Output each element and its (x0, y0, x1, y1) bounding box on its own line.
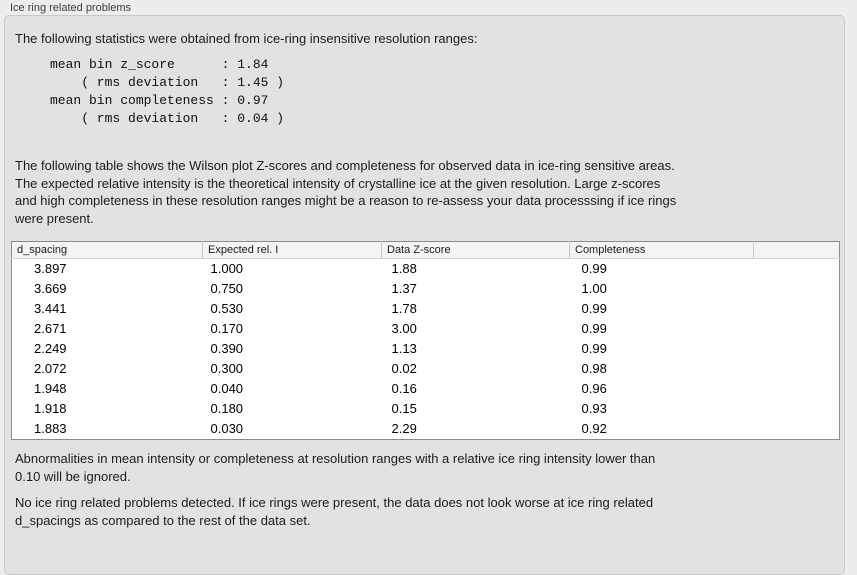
column-header-empty (753, 241, 840, 259)
column-header-d-spacing[interactable]: d_spacing (11, 241, 203, 259)
column-header-data-z-score[interactable]: Data Z-score (381, 241, 570, 259)
table-row[interactable]: 1.918 0.180 0.15 0.93 (12, 399, 840, 419)
cell-expected-rel-i: 0.030 (210, 421, 244, 436)
cell-expected-rel-i: 0.750 (210, 281, 244, 296)
cell-empty (754, 259, 840, 280)
cell-data-z-score: 1.88 (391, 261, 417, 276)
table-header-row: d_spacing Expected rel. I Data Z-score C… (11, 241, 840, 259)
cell-d-spacing: 2.249 (34, 341, 67, 356)
cell-completeness: 0.92 (581, 421, 607, 436)
cell-completeness: 0.93 (581, 401, 607, 416)
cell-expected-rel-i: 0.040 (210, 381, 244, 396)
cell-expected-rel-i: 0.300 (210, 361, 244, 376)
cell-completeness: 0.99 (581, 261, 607, 276)
cell-data-z-score: 0.02 (391, 361, 417, 376)
panel-title: Ice ring related problems (10, 2, 132, 14)
cell-d-spacing: 1.918 (34, 401, 67, 416)
stats-summary-block: mean bin z_score : 1.84 ( rms deviation … (50, 57, 285, 126)
table-row[interactable]: 2.072 0.300 0.02 0.98 (12, 359, 840, 379)
cell-d-spacing: 3.441 (34, 301, 67, 316)
cell-d-spacing: 2.072 (34, 361, 67, 376)
cell-data-z-score: 0.16 (391, 381, 417, 396)
cell-data-z-score: 1.78 (391, 301, 417, 316)
table-row[interactable]: 2.671 0.170 3.00 0.99 (12, 319, 840, 339)
table-row[interactable]: 3.897 1.000 1.88 0.99 (12, 259, 840, 280)
table-description-text: The following table shows the Wilson plo… (15, 158, 677, 226)
cell-expected-rel-i: 0.180 (210, 401, 244, 416)
cell-d-spacing: 2.671 (34, 321, 67, 336)
cell-completeness: 1.00 (581, 281, 607, 296)
cell-completeness: 0.98 (581, 361, 607, 376)
cell-d-spacing: 1.948 (34, 381, 67, 396)
table-row[interactable]: 3.669 0.750 1.37 1.00 (12, 279, 840, 299)
conclusion-text: No ice ring related problems detected. I… (15, 495, 654, 528)
table-row[interactable]: 2.249 0.390 1.13 0.99 (12, 339, 840, 359)
cell-d-spacing: 3.897 (34, 261, 67, 276)
ice-ring-table[interactable]: d_spacing Expected rel. I Data Z-score C… (11, 241, 840, 440)
ignore-rule-text: Abnormalities in mean intensity or compl… (15, 451, 656, 484)
cell-data-z-score: 1.13 (391, 341, 417, 356)
cell-empty (754, 379, 840, 399)
intro-statistics-text: The following statistics were obtained f… (15, 31, 478, 46)
cell-data-z-score: 1.37 (391, 281, 417, 296)
cell-data-z-score: 3.00 (391, 321, 417, 336)
cell-completeness: 0.99 (581, 341, 607, 356)
cell-expected-rel-i: 0.530 (210, 301, 244, 316)
cell-expected-rel-i: 1.000 (210, 261, 244, 276)
cell-empty (754, 399, 840, 419)
column-header-completeness[interactable]: Completeness (569, 241, 754, 259)
column-header-expected-rel-i[interactable]: Expected rel. I (202, 241, 382, 259)
cell-expected-rel-i: 0.390 (210, 341, 244, 356)
cell-completeness: 0.96 (581, 381, 607, 396)
ice-ring-groupbox: The following statistics were obtained f… (4, 15, 845, 575)
cell-empty (754, 299, 840, 319)
cell-empty (754, 419, 840, 440)
table-row[interactable]: 1.883 0.030 2.29 0.92 (12, 419, 840, 440)
cell-empty (754, 339, 840, 359)
cell-empty (754, 279, 840, 299)
cell-completeness: 0.99 (581, 301, 607, 316)
cell-d-spacing: 1.883 (34, 421, 67, 436)
cell-data-z-score: 2.29 (391, 421, 417, 436)
cell-data-z-score: 0.15 (391, 401, 417, 416)
cell-empty (754, 359, 840, 379)
table-row[interactable]: 3.441 0.530 1.78 0.99 (12, 299, 840, 319)
cell-expected-rel-i: 0.170 (210, 321, 244, 336)
cell-d-spacing: 3.669 (34, 281, 67, 296)
table-row[interactable]: 1.948 0.040 0.16 0.96 (12, 379, 840, 399)
cell-completeness: 0.99 (581, 321, 607, 336)
cell-empty (754, 319, 840, 339)
